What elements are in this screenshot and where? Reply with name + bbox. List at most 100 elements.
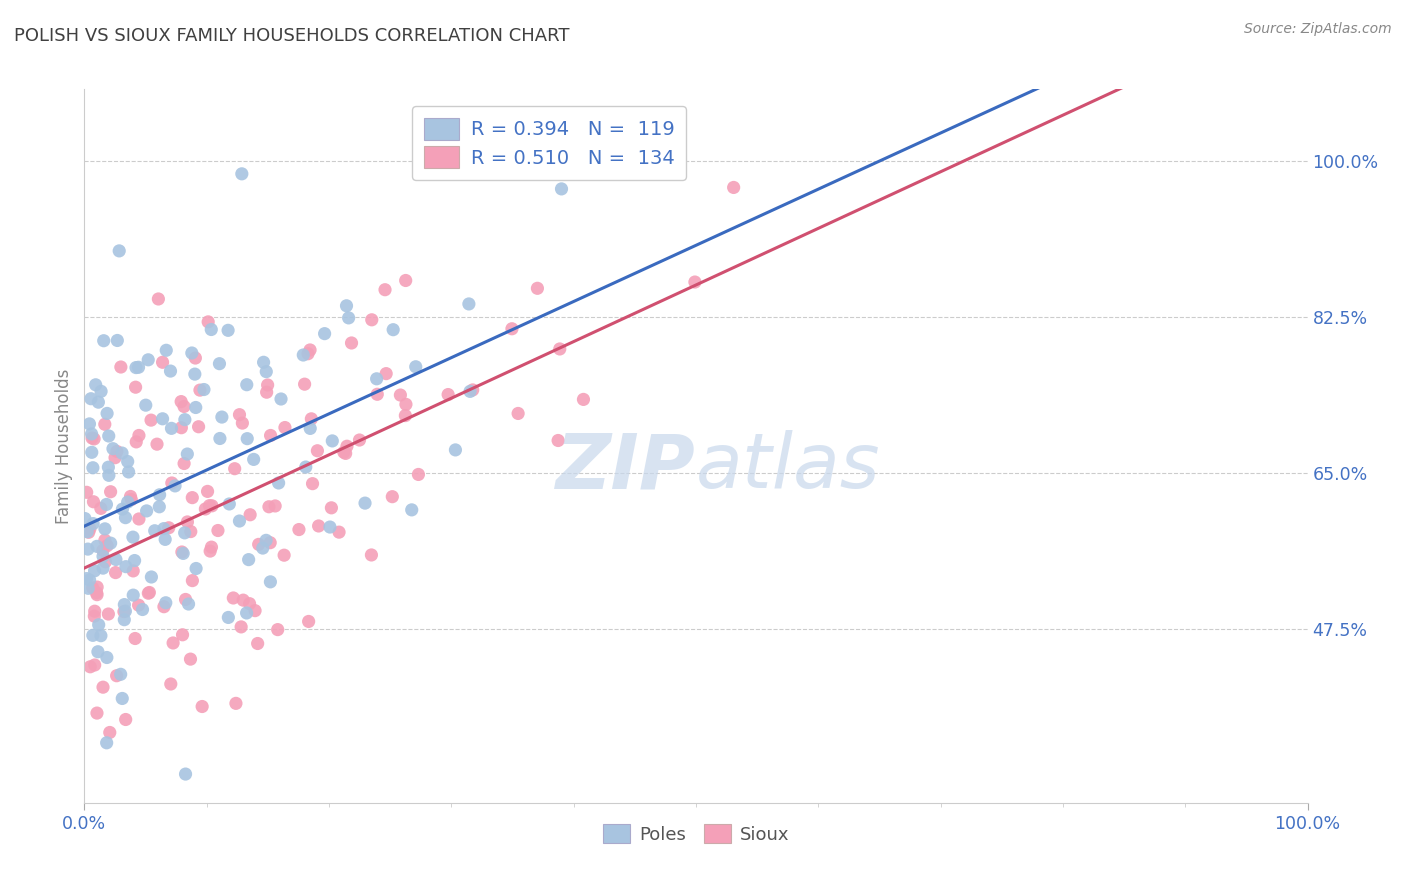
Point bbox=[110, 359, 132, 374]
Point bbox=[236, 432, 259, 446]
Point bbox=[128, 512, 150, 526]
Point bbox=[181, 574, 204, 588]
Point bbox=[177, 597, 200, 611]
Point bbox=[73, 511, 96, 525]
Point bbox=[254, 533, 277, 548]
Point bbox=[153, 533, 176, 547]
Point bbox=[259, 535, 281, 549]
Point bbox=[170, 420, 193, 434]
Point bbox=[207, 524, 229, 538]
Point bbox=[270, 392, 292, 406]
Point bbox=[104, 450, 127, 465]
Point bbox=[83, 657, 105, 672]
Point bbox=[91, 680, 114, 694]
Point bbox=[299, 412, 322, 426]
Point bbox=[77, 582, 100, 596]
Point bbox=[160, 421, 183, 435]
Point bbox=[188, 383, 211, 397]
Point bbox=[461, 383, 484, 397]
Point bbox=[153, 522, 176, 536]
Point bbox=[256, 385, 278, 400]
Point bbox=[112, 605, 135, 619]
Point bbox=[97, 429, 120, 443]
Point bbox=[174, 592, 197, 607]
Point bbox=[101, 442, 124, 456]
Point bbox=[288, 523, 311, 537]
Point bbox=[354, 496, 377, 510]
Point bbox=[76, 485, 98, 500]
Point bbox=[105, 444, 128, 458]
Point bbox=[328, 525, 350, 540]
Point bbox=[254, 365, 277, 379]
Text: atlas: atlas bbox=[696, 431, 880, 504]
Point bbox=[294, 377, 316, 392]
Point bbox=[96, 650, 118, 665]
Point bbox=[238, 597, 260, 611]
Point bbox=[139, 413, 162, 427]
Point bbox=[115, 559, 138, 574]
Point bbox=[308, 519, 330, 533]
Point bbox=[242, 452, 264, 467]
Point bbox=[236, 377, 259, 392]
Point bbox=[301, 476, 323, 491]
Text: ZIP: ZIP bbox=[557, 431, 696, 504]
Point bbox=[83, 609, 105, 624]
Point bbox=[292, 348, 315, 362]
Point bbox=[231, 620, 253, 634]
Point bbox=[100, 484, 122, 499]
Point bbox=[232, 593, 254, 607]
Point bbox=[247, 537, 270, 551]
Point bbox=[299, 421, 322, 435]
Point bbox=[141, 570, 163, 584]
Point bbox=[172, 546, 194, 560]
Point bbox=[457, 297, 479, 311]
Point bbox=[337, 310, 360, 325]
Point bbox=[307, 443, 329, 458]
Point bbox=[246, 636, 269, 650]
Point bbox=[108, 244, 131, 258]
Point bbox=[138, 586, 160, 600]
Point bbox=[124, 380, 146, 394]
Point bbox=[122, 530, 145, 544]
Point bbox=[128, 598, 150, 612]
Point bbox=[501, 322, 523, 336]
Point bbox=[94, 417, 117, 432]
Point bbox=[252, 355, 274, 369]
Point bbox=[153, 599, 176, 614]
Point bbox=[94, 522, 117, 536]
Point bbox=[159, 677, 181, 691]
Point bbox=[225, 697, 247, 711]
Point bbox=[122, 564, 145, 578]
Point bbox=[114, 510, 136, 524]
Point bbox=[366, 387, 388, 401]
Point bbox=[104, 566, 127, 580]
Point bbox=[208, 432, 231, 446]
Point bbox=[222, 591, 245, 605]
Point bbox=[114, 713, 136, 727]
Point bbox=[120, 492, 142, 507]
Point bbox=[105, 669, 128, 683]
Point bbox=[360, 313, 382, 327]
Point bbox=[176, 447, 198, 461]
Point bbox=[124, 632, 146, 646]
Point bbox=[235, 606, 257, 620]
Point bbox=[274, 420, 297, 434]
Point bbox=[86, 588, 108, 602]
Point bbox=[198, 544, 221, 558]
Point bbox=[321, 434, 343, 448]
Point bbox=[181, 491, 204, 505]
Point bbox=[96, 736, 118, 750]
Point bbox=[395, 397, 418, 411]
Point bbox=[231, 167, 253, 181]
Point bbox=[550, 182, 572, 196]
Point bbox=[297, 347, 319, 361]
Point bbox=[314, 326, 336, 341]
Point bbox=[184, 561, 207, 575]
Point bbox=[172, 628, 194, 642]
Point bbox=[122, 588, 145, 602]
Point bbox=[349, 433, 371, 447]
Point bbox=[91, 549, 114, 564]
Point bbox=[110, 667, 132, 681]
Point bbox=[86, 540, 108, 554]
Y-axis label: Family Households: Family Households bbox=[55, 368, 73, 524]
